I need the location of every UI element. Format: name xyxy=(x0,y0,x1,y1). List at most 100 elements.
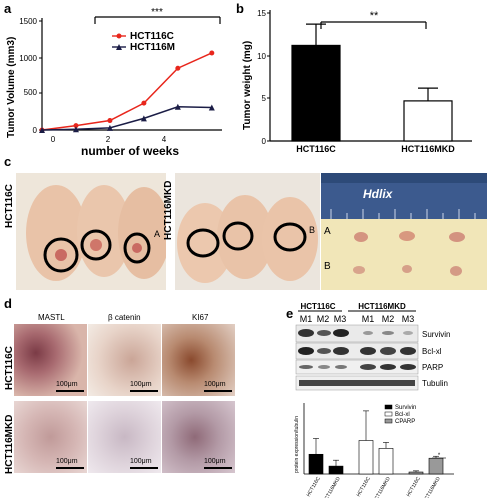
e-band-survivin: Survivin xyxy=(422,330,450,339)
tray-row-b: B xyxy=(324,261,331,272)
e-legend-bclxl: Bcl-xl xyxy=(395,412,410,418)
ruler-text: Hdlix xyxy=(363,187,393,201)
e-legend-survivin: Survivin xyxy=(395,405,416,411)
data-point xyxy=(140,115,147,122)
legend-marker-hct116c xyxy=(116,33,122,39)
bar xyxy=(408,471,424,475)
ihc-tile: 100μm xyxy=(162,324,235,396)
e-lane: M1 xyxy=(300,314,313,324)
data-point xyxy=(175,65,181,71)
a-xtick: 2 xyxy=(106,135,111,144)
data-point xyxy=(208,104,215,111)
scale-bar-label: 100μm xyxy=(204,458,226,465)
b-ytick: 0 xyxy=(262,137,267,146)
data-point xyxy=(106,124,113,131)
e-xtick: HCT116MKD xyxy=(322,476,342,498)
bar xyxy=(358,440,374,475)
a-significance: *** xyxy=(151,7,163,18)
data-point xyxy=(141,100,147,106)
e-band-tubulin: Tubulin xyxy=(422,379,448,388)
b-ytick: 15 xyxy=(257,9,266,18)
a-legend-hct116m: HCT116M xyxy=(130,42,175,53)
bar xyxy=(328,465,344,475)
e-lane: M2 xyxy=(317,314,330,324)
c-label-hct116c: HCT116C xyxy=(4,184,15,228)
ihc-tile: 100μm xyxy=(88,401,161,473)
e-group-hct116mkd: HCT116MKD xyxy=(358,302,406,311)
bar xyxy=(403,100,453,142)
e-lane: M3 xyxy=(334,314,347,324)
a-ytick: 1000 xyxy=(19,54,37,63)
tumor-volume-chart: Tumor Volume (mm3) 0 500 1000 1500 0 2 4… xyxy=(6,7,222,158)
d-col-beta-catenin: β catenin xyxy=(108,313,141,322)
c-marker-b: B xyxy=(309,225,316,235)
ihc-tile: 100μm xyxy=(162,401,235,473)
scale-bar-label: 100μm xyxy=(56,458,78,465)
d-col-mastl: MASTL xyxy=(38,313,65,322)
data-point xyxy=(72,126,79,133)
b-xtick: HCT116MKD xyxy=(401,144,455,154)
e-xtick: HCT116C xyxy=(356,476,372,498)
bar xyxy=(428,457,444,475)
panel-letter-d: d xyxy=(4,296,12,311)
e-xtick: HCT116MKD xyxy=(372,476,392,498)
a-xlabel: number of weeks xyxy=(81,144,179,158)
e-lane: M3 xyxy=(402,314,415,324)
tumor-weight-chart: Tumor weight (mg) 0 5 10 15 ** HCT116C H… xyxy=(242,9,472,154)
b-significance: ** xyxy=(370,10,379,22)
bar xyxy=(291,44,341,142)
data-point xyxy=(209,50,215,56)
b-xtick: HCT116C xyxy=(296,144,336,154)
e-xtick: HCT116C xyxy=(306,476,322,498)
data-point xyxy=(39,127,45,133)
scale-bar-label: 100μm xyxy=(130,381,152,388)
e-ylabel: protein expression/tubulin xyxy=(294,416,300,473)
panel-letter-e: e xyxy=(286,306,294,321)
panel-letter-c: c xyxy=(4,154,12,169)
series-line-hct116m xyxy=(41,105,212,131)
bar xyxy=(308,453,324,475)
mice-photo-knockdown: B xyxy=(175,173,320,290)
tray-row-a: A xyxy=(324,226,331,237)
protein-expression-chart: protein expression/tubulin * Survivin Bc… xyxy=(294,403,454,498)
ihc-tile: 100μm xyxy=(14,401,87,473)
western-blot: HCT116C HCT116MKD M1 M2 M3 M1 M2 M3 Surv… xyxy=(295,302,450,391)
e-xtick: HCT116MKD xyxy=(422,476,442,498)
c-label-hct116mkd: HCT116MKD xyxy=(163,180,174,240)
e-significance: * xyxy=(438,453,441,459)
c-marker-a: A xyxy=(154,229,161,239)
a-ytick: 0 xyxy=(33,126,38,135)
e-band-parp: PARP xyxy=(422,363,443,372)
scale-bar-label: 100μm xyxy=(130,458,152,465)
d-col-ki67: KI67 xyxy=(192,313,209,322)
e-lane: M2 xyxy=(382,314,395,324)
panel-letter-b: b xyxy=(236,1,244,16)
a-ytick: 1500 xyxy=(19,17,37,26)
e-legend-cparp: CPARP xyxy=(395,419,415,425)
e-xtick: HCT116C xyxy=(406,476,422,498)
series-line-hct116c xyxy=(41,52,213,131)
a-xtick: 4 xyxy=(162,135,167,144)
data-point xyxy=(107,118,113,124)
a-xtick: 0 xyxy=(51,135,56,144)
a-ylabel: Tumor Volume (mm3) xyxy=(6,37,17,138)
a-ytick: 500 xyxy=(24,88,38,97)
e-band-bclxl: Bcl-xl xyxy=(422,347,442,356)
data-point xyxy=(174,103,181,110)
data-point xyxy=(73,123,79,129)
e-group-hct116c: HCT116C xyxy=(300,302,335,311)
scale-bar-label: 100μm xyxy=(56,381,78,388)
e-lane: M1 xyxy=(362,314,375,324)
ihc-tile: 100μm xyxy=(14,324,87,396)
panel-letter-a: a xyxy=(4,1,12,16)
ihc-tile: 100μm xyxy=(88,324,161,396)
b-ylabel: Tumor weight (mg) xyxy=(242,41,253,130)
b-ytick: 5 xyxy=(262,94,267,103)
tumor-tray-photo: Hdlix A B xyxy=(321,173,487,290)
bar xyxy=(378,448,394,475)
b-ytick: 10 xyxy=(257,52,266,61)
legend-marker-hct116m xyxy=(116,44,122,50)
scale-bar-label: 100μm xyxy=(204,381,226,388)
mice-photo-control: A xyxy=(16,173,166,290)
